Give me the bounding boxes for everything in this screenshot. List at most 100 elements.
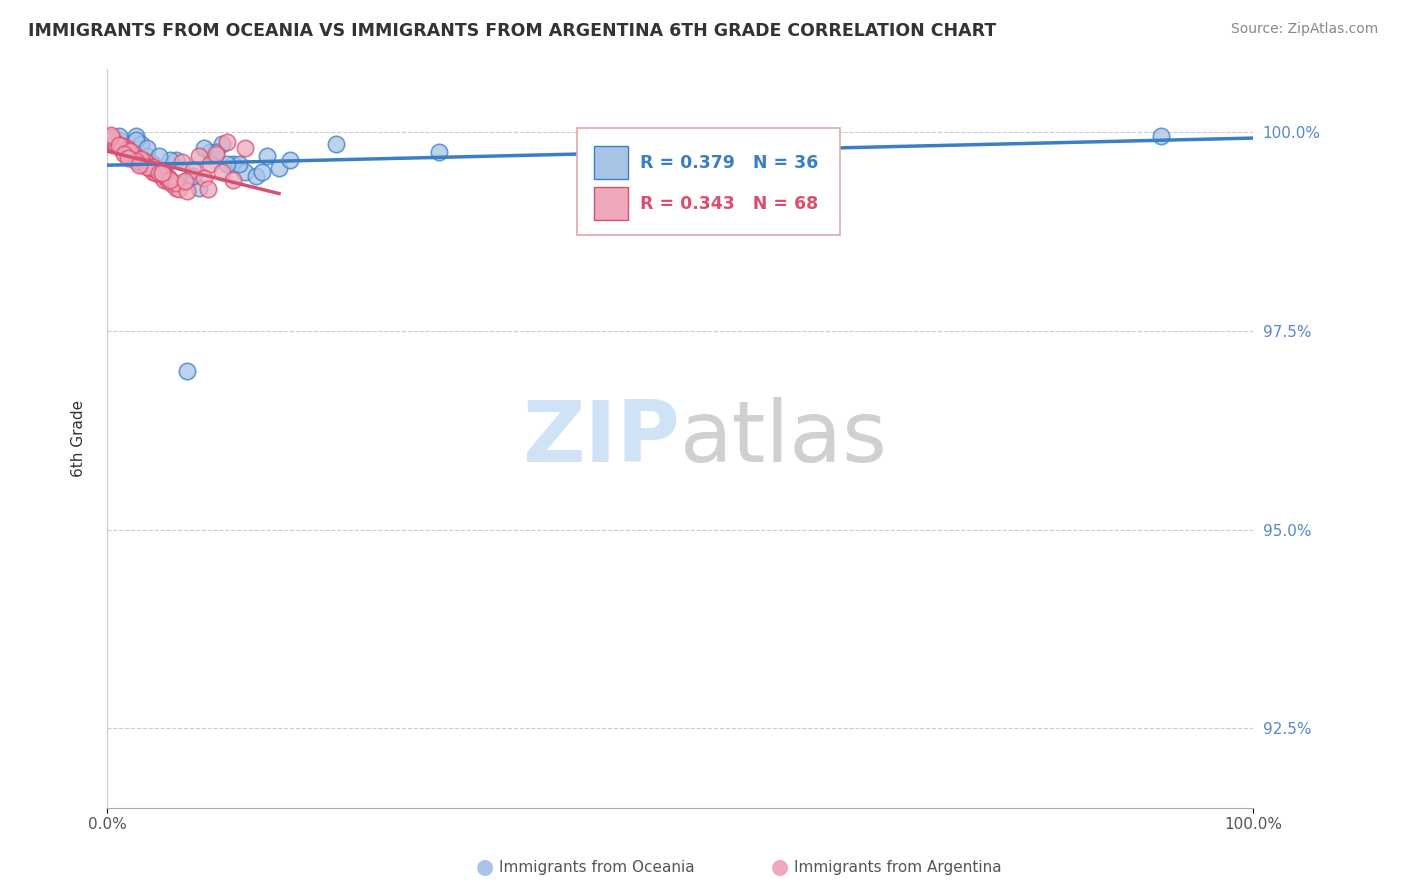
- Point: [138, 161, 160, 175]
- Point: [112, 147, 135, 161]
- Point: [170, 155, 193, 169]
- Point: [217, 135, 239, 149]
- Point: [134, 159, 156, 173]
- Point: [156, 171, 179, 186]
- Point: [128, 159, 150, 173]
- Point: [193, 171, 215, 186]
- Point: [136, 149, 159, 163]
- Point: [725, 133, 748, 147]
- Point: [205, 147, 228, 161]
- Point: [125, 133, 148, 147]
- Text: ●: ●: [477, 857, 494, 877]
- Point: [176, 173, 198, 187]
- Bar: [595, 186, 628, 220]
- Text: Immigrants from Oceania: Immigrants from Oceania: [499, 860, 695, 874]
- Point: [233, 165, 256, 179]
- Point: [125, 153, 148, 168]
- Point: [156, 174, 179, 188]
- Point: [111, 139, 134, 153]
- Point: [176, 363, 198, 377]
- Point: [150, 166, 173, 180]
- Point: [100, 128, 122, 143]
- Point: [174, 174, 197, 188]
- Point: [159, 173, 181, 187]
- Point: [107, 137, 129, 152]
- Point: [118, 144, 141, 158]
- Point: [138, 160, 160, 174]
- Point: [162, 177, 184, 191]
- Point: [125, 129, 148, 144]
- Point: [115, 145, 138, 159]
- Text: ZIP: ZIP: [522, 397, 681, 480]
- Point: [217, 157, 239, 171]
- Point: [228, 157, 250, 171]
- Point: [107, 133, 129, 147]
- FancyBboxPatch shape: [576, 128, 841, 235]
- Point: [165, 176, 187, 190]
- Point: [176, 184, 198, 198]
- Point: [267, 161, 290, 175]
- Point: [200, 157, 222, 171]
- Point: [107, 129, 129, 144]
- Text: IMMIGRANTS FROM OCEANIA VS IMMIGRANTS FROM ARGENTINA 6TH GRADE CORRELATION CHART: IMMIGRANTS FROM OCEANIA VS IMMIGRANTS FR…: [28, 22, 997, 40]
- Point: [104, 135, 127, 149]
- Point: [149, 166, 172, 180]
- Point: [115, 143, 138, 157]
- Point: [245, 169, 267, 183]
- Point: [101, 136, 124, 151]
- Point: [100, 129, 122, 144]
- Point: [122, 147, 145, 161]
- Point: [145, 161, 167, 176]
- Point: [134, 155, 156, 169]
- Point: [142, 165, 165, 179]
- Point: [138, 159, 160, 173]
- Point: [112, 141, 135, 155]
- Point: [156, 169, 179, 184]
- Point: [211, 136, 233, 151]
- Text: ●: ●: [772, 857, 789, 877]
- Point: [127, 153, 149, 167]
- Point: [222, 157, 245, 171]
- Point: [165, 153, 187, 167]
- Point: [145, 163, 167, 178]
- Point: [250, 165, 273, 179]
- Point: [145, 166, 167, 180]
- Text: R = 0.343   N = 68: R = 0.343 N = 68: [640, 194, 818, 213]
- Point: [256, 149, 278, 163]
- Text: R = 0.379   N = 36: R = 0.379 N = 36: [640, 154, 818, 172]
- Point: [104, 136, 127, 151]
- Point: [181, 169, 204, 183]
- Point: [131, 152, 153, 166]
- Y-axis label: 6th Grade: 6th Grade: [72, 400, 86, 476]
- Point: [127, 152, 149, 166]
- Point: [429, 145, 451, 159]
- Point: [165, 180, 187, 194]
- Point: [169, 182, 191, 196]
- Point: [142, 160, 165, 174]
- Point: [117, 151, 139, 165]
- Point: [100, 131, 122, 145]
- Point: [153, 173, 176, 187]
- Point: [127, 151, 149, 165]
- Point: [159, 153, 181, 167]
- Point: [1150, 129, 1173, 144]
- Point: [134, 153, 156, 168]
- Point: [222, 173, 245, 187]
- Point: [200, 145, 222, 159]
- Point: [104, 136, 127, 151]
- Point: [111, 138, 134, 153]
- Point: [118, 145, 141, 159]
- Point: [193, 141, 215, 155]
- Point: [136, 160, 159, 174]
- Point: [131, 136, 153, 151]
- Text: atlas: atlas: [681, 397, 889, 480]
- Point: [122, 151, 145, 165]
- Point: [153, 165, 176, 179]
- Point: [115, 141, 138, 155]
- Point: [149, 169, 172, 183]
- Point: [142, 157, 165, 171]
- Point: [107, 139, 129, 153]
- Point: [100, 133, 122, 147]
- Point: [233, 141, 256, 155]
- Bar: [595, 146, 628, 179]
